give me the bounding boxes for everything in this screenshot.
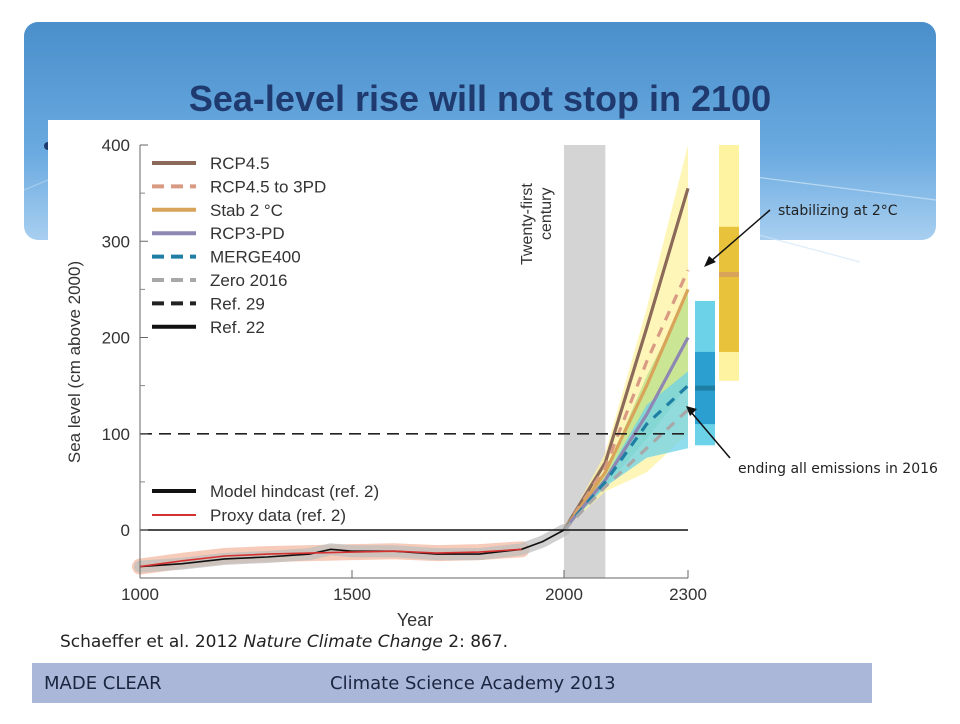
y-tick-label: 200 <box>102 329 130 348</box>
series-line-4 <box>562 336 690 532</box>
y-tick-label: 100 <box>102 425 130 444</box>
x-tick-label: 2000 <box>545 585 583 604</box>
legend-label-4: RCP3-PD <box>210 224 285 243</box>
legend-label-3: Stab 2 °C <box>210 201 283 220</box>
annotation-stabilizing: stabilizing at 2°C <box>778 203 898 219</box>
legend-label-1: RCP4.5 <box>210 154 270 173</box>
arrow-emissions <box>690 411 731 459</box>
legend2-label-2: Proxy data (ref. 2) <box>210 506 346 525</box>
series-line-5 <box>562 384 690 532</box>
footer-right-text: Climate Science Academy 2013 <box>330 673 616 694</box>
series-line-10 <box>139 548 522 568</box>
legend-label-7: Ref. 29 <box>210 294 265 313</box>
legend-label-5: MERGE400 <box>210 248 301 267</box>
x-tick-label: 2300 <box>669 585 707 604</box>
y-tick-label: 300 <box>102 232 130 251</box>
twenty-first-label-line2: century <box>538 188 555 240</box>
side-bar-2 <box>719 226 739 352</box>
legend2-label-1: Model hindcast (ref. 2) <box>210 482 379 501</box>
x-tick-label: 1000 <box>121 585 159 604</box>
citation: Schaeffer et al. 2012 Nature Climate Cha… <box>60 632 508 652</box>
citation-authors: Schaeffer et al. 2012 <box>60 632 244 652</box>
side-bar-median-2 <box>695 385 715 391</box>
legend-label-8: Ref. 22 <box>210 318 265 337</box>
arrow-emissions-head <box>686 406 697 416</box>
side-bar-median-1 <box>719 272 739 278</box>
annotation-ending-emissions: ending all emissions in 2016 <box>738 461 938 477</box>
twenty-first-label-line1: Twenty-first <box>519 183 536 265</box>
footer-left-text: MADE CLEAR <box>44 673 162 694</box>
x-tick-label: 1500 <box>333 585 371 604</box>
footer-bar: MADE CLEAR Climate Science Academy 2013 <box>32 663 872 703</box>
shaded-region-21st-century <box>564 145 606 578</box>
y-axis-title: Sea level (cm above 2000) <box>65 261 84 463</box>
legend-label-2: RCP4.5 to 3PD <box>210 177 326 196</box>
citation-rest: 2: 867. <box>442 632 509 652</box>
arrow-stabilizing <box>709 209 771 263</box>
x-axis-title: Year <box>397 610 433 630</box>
series-line-6 <box>562 408 690 532</box>
y-tick-label: 0 <box>121 521 130 540</box>
y-tick-label: 400 <box>102 136 130 155</box>
slide-title: Sea-level rise will not stop in 2100 <box>188 78 772 119</box>
citation-journal: Nature Climate Change <box>243 632 443 652</box>
series-line-3 <box>562 288 690 531</box>
arrow-stabilizing-head <box>704 256 716 267</box>
legend-label-6: Zero 2016 <box>210 271 288 290</box>
